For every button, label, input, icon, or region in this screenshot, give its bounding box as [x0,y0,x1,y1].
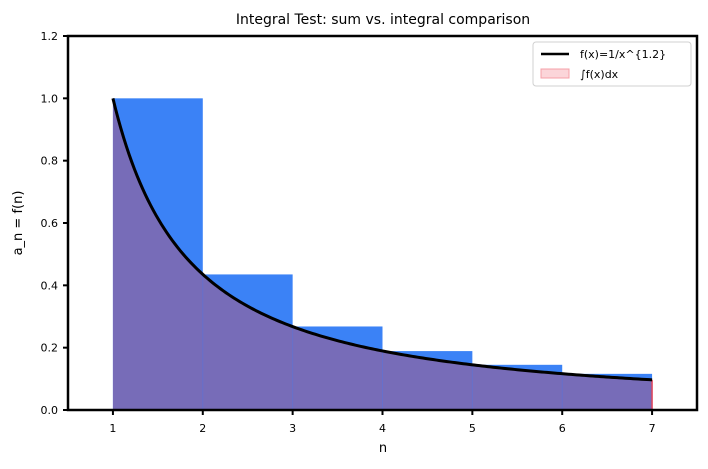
curve-group [111,97,653,382]
x-tick-label: 2 [199,422,206,435]
y-axis-label: a_n = f(n) [11,191,26,256]
x-tick-label: 6 [559,422,566,435]
legend-label-curve: f(x)=1/x^{1.2} [580,48,666,61]
y-tick-label: 0.6 [41,217,59,230]
y-tick-label: 0.4 [41,279,59,292]
y-tick-label: 1.0 [41,92,59,105]
curve-line [111,97,653,382]
legend-area-swatch [540,68,570,79]
x-tick-label: 5 [469,422,476,435]
x-tick-label: 1 [109,422,116,435]
x-tick-label: 3 [289,422,296,435]
chart-title: Integral Test: sum vs. integral comparis… [236,12,530,28]
integral-area [112,98,653,410]
y-tick-label: 0.8 [41,155,59,168]
y-ticks: 0.0 0.2 0.4 0.6 0.8 1.0 1.2 [41,30,68,417]
integral-area-group [112,98,653,410]
x-ticks: 1 2 3 4 5 6 7 [109,410,656,435]
legend-box [532,41,692,87]
y-tick-label: 0.0 [41,404,59,417]
y-tick-label: 1.2 [41,30,59,43]
x-tick-label: 7 [649,422,656,435]
legend-label-integral: ∫f(x)dx [580,68,619,81]
x-tick-label: 4 [379,422,386,435]
x-axis-label: n [379,441,387,456]
legend: f(x)=1/x^{1.2} ∫f(x)dx [532,41,692,87]
y-tick-label: 0.2 [41,342,59,355]
